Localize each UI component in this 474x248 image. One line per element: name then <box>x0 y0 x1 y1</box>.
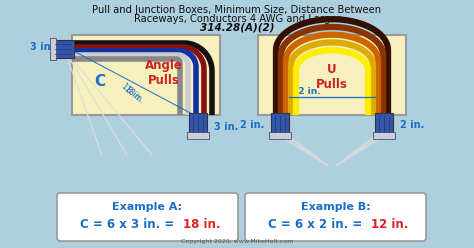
Bar <box>373 132 395 139</box>
Text: Angle
Pulls: Angle Pulls <box>145 60 182 87</box>
Text: C: C <box>94 74 106 89</box>
FancyBboxPatch shape <box>57 193 238 241</box>
Bar <box>269 132 291 139</box>
Text: Copyright 2020, www.MikeHolt.com: Copyright 2020, www.MikeHolt.com <box>181 239 293 244</box>
Text: 18 in.: 18 in. <box>183 218 220 231</box>
Text: 314.28(A)(2): 314.28(A)(2) <box>200 23 274 33</box>
Text: 12 in.: 12 in. <box>371 218 409 231</box>
Text: Example A:: Example A: <box>112 202 182 212</box>
Text: Example B:: Example B: <box>301 202 370 212</box>
Bar <box>258 35 406 115</box>
Text: C = 6 x 3 in. =: C = 6 x 3 in. = <box>80 218 178 231</box>
Text: 18 in.: 18 in. <box>123 84 145 104</box>
Text: Pull and Junction Boxes, Minimum Size, Distance Between: Pull and Junction Boxes, Minimum Size, D… <box>92 5 382 15</box>
Text: Raceways, Conductors 4 AWG and Larger: Raceways, Conductors 4 AWG and Larger <box>134 14 340 24</box>
Text: 12 in.: 12 in. <box>292 87 320 96</box>
Text: 18 in.: 18 in. <box>120 82 144 104</box>
Text: 2 in.: 2 in. <box>240 120 264 130</box>
Bar <box>189 113 207 133</box>
Text: 2 in.: 2 in. <box>400 120 424 130</box>
Text: C = 6 x 2 in. =: C = 6 x 2 in. = <box>268 218 366 231</box>
Bar <box>50 38 56 60</box>
Text: 3 in.: 3 in. <box>214 122 238 132</box>
Bar <box>54 40 74 58</box>
FancyBboxPatch shape <box>245 193 426 241</box>
Text: C: C <box>376 83 385 96</box>
Bar <box>375 113 393 133</box>
Bar <box>187 132 209 139</box>
Text: 3 in.: 3 in. <box>30 42 54 52</box>
Text: U
Pulls: U Pulls <box>316 62 348 91</box>
Bar <box>271 113 289 133</box>
Bar <box>72 35 220 115</box>
